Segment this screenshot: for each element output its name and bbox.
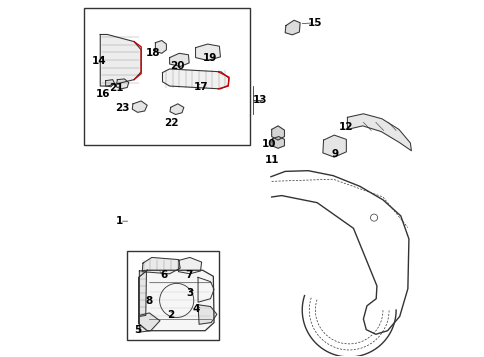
Text: 11: 11 xyxy=(264,155,278,165)
Text: 21: 21 xyxy=(109,83,123,93)
Text: 16: 16 xyxy=(96,89,110,99)
Text: 15: 15 xyxy=(307,18,321,28)
Text: 7: 7 xyxy=(185,270,193,280)
Text: 6: 6 xyxy=(160,270,167,280)
Text: 18: 18 xyxy=(145,48,160,58)
Polygon shape xyxy=(100,35,141,86)
Polygon shape xyxy=(178,257,201,274)
Polygon shape xyxy=(272,136,284,148)
Polygon shape xyxy=(142,257,180,274)
Polygon shape xyxy=(285,20,300,35)
Polygon shape xyxy=(139,270,146,316)
Polygon shape xyxy=(139,313,160,332)
Text: 14: 14 xyxy=(91,56,106,66)
Text: 22: 22 xyxy=(164,119,178,129)
Polygon shape xyxy=(197,305,216,324)
Polygon shape xyxy=(169,104,183,115)
Text: 1: 1 xyxy=(116,216,123,226)
Polygon shape xyxy=(195,44,220,60)
Polygon shape xyxy=(116,79,128,89)
Text: 10: 10 xyxy=(262,139,276,149)
Polygon shape xyxy=(271,126,284,140)
Text: 19: 19 xyxy=(202,52,217,62)
Text: 13: 13 xyxy=(252,95,266,105)
Text: 4: 4 xyxy=(192,304,199,314)
Text: 23: 23 xyxy=(115,103,130,113)
Text: 3: 3 xyxy=(186,288,193,298)
Polygon shape xyxy=(138,270,213,331)
Text: 20: 20 xyxy=(169,61,184,71)
Polygon shape xyxy=(106,80,114,87)
Polygon shape xyxy=(169,53,189,66)
Text: 2: 2 xyxy=(166,310,174,321)
Text: 12: 12 xyxy=(338,122,352,132)
Text: 5: 5 xyxy=(134,325,141,335)
Text: 17: 17 xyxy=(194,82,208,92)
Polygon shape xyxy=(322,135,346,157)
Text: 9: 9 xyxy=(331,149,338,159)
Polygon shape xyxy=(132,101,147,112)
Polygon shape xyxy=(155,41,166,53)
Text: 8: 8 xyxy=(145,296,152,306)
Polygon shape xyxy=(347,114,410,151)
Polygon shape xyxy=(162,69,228,89)
